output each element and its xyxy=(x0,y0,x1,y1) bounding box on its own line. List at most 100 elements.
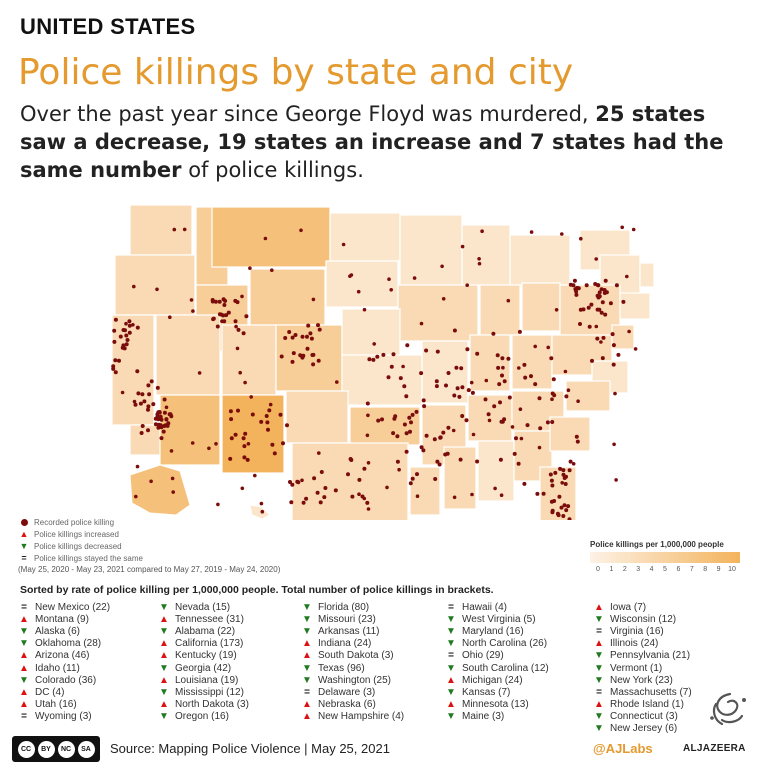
killing-dot xyxy=(164,417,169,422)
killing-dot xyxy=(124,321,128,326)
state-shape xyxy=(129,204,193,256)
killing-dot xyxy=(366,461,371,465)
triangle-up-icon: ▲ xyxy=(594,699,604,711)
state-entry: = Wyoming (3) xyxy=(18,711,110,723)
killing-dot xyxy=(572,278,577,283)
killing-dot xyxy=(167,412,172,417)
killing-dot xyxy=(593,282,598,286)
killing-dot xyxy=(552,393,557,398)
state-entry: ▼ South Carolina (12) xyxy=(445,662,549,674)
killing-dot xyxy=(153,422,158,427)
state-shape xyxy=(211,206,331,268)
scale-tick: 3 xyxy=(636,566,641,573)
state-shape xyxy=(285,390,349,444)
killing-dot xyxy=(560,481,564,485)
killing-dot xyxy=(595,293,600,298)
killing-dot xyxy=(614,478,618,482)
killing-dot xyxy=(161,429,166,434)
killing-dots xyxy=(111,225,638,520)
killing-dot xyxy=(146,383,151,388)
killing-dot xyxy=(228,456,233,461)
killing-dot xyxy=(600,300,605,305)
state-entry-label: Alabama (22) xyxy=(175,625,236,637)
killing-dot xyxy=(554,308,559,312)
triangle-down-icon: ▼ xyxy=(302,601,312,613)
killing-dot xyxy=(460,244,465,249)
killing-dot xyxy=(241,331,246,336)
killing-dot xyxy=(135,369,140,374)
killing-dot xyxy=(546,345,550,350)
killing-dot xyxy=(220,319,224,323)
scale-tick: 2 xyxy=(622,566,627,573)
killing-dot xyxy=(385,485,389,490)
killing-dot xyxy=(610,332,615,337)
killing-dot xyxy=(250,412,255,417)
killing-dot xyxy=(348,274,352,278)
killing-dot xyxy=(319,470,324,474)
killing-dot xyxy=(457,394,462,399)
triangle-up-icon: ▲ xyxy=(19,613,29,625)
killing-dot xyxy=(278,412,283,417)
killing-dot xyxy=(576,399,580,403)
state-entry-label: Oregon (16) xyxy=(175,711,229,723)
killing-dot xyxy=(146,404,151,409)
killing-dot xyxy=(386,375,391,380)
killing-dot xyxy=(571,462,576,466)
killing-dot xyxy=(112,328,117,333)
killing-dot xyxy=(454,365,459,370)
legend-same-row: = Police killings stayed the same xyxy=(18,552,280,564)
state-entry-label: South Carolina (12) xyxy=(462,662,549,674)
killing-dot xyxy=(566,504,571,509)
killing-dot xyxy=(574,289,579,294)
state-entry: ▼ West Virginia (5) xyxy=(445,613,549,625)
state-shape xyxy=(479,284,521,336)
twitter-handle[interactable]: @AJLabs xyxy=(593,741,653,756)
state-shape xyxy=(521,282,561,332)
killing-dot xyxy=(451,428,456,433)
state-shape xyxy=(443,446,477,510)
killing-dot xyxy=(561,468,566,473)
killing-dot xyxy=(197,371,202,375)
killing-dot xyxy=(568,459,573,464)
state-entry-label: New Hampshire (4) xyxy=(318,711,405,723)
state-shape xyxy=(329,212,401,262)
killing-dot xyxy=(398,376,403,381)
state-column: = Hawaii (4) ▼ West Virginia (5) ▼ Maryland (… xyxy=(445,601,549,723)
state-entry: = Hawaii (4) xyxy=(445,601,549,613)
triangle-up-icon: ▲ xyxy=(19,699,29,711)
killing-dot xyxy=(291,351,296,356)
killing-dot xyxy=(357,492,361,497)
state-shape xyxy=(511,334,553,390)
scale-tick: 10 xyxy=(728,566,736,573)
killing-dot xyxy=(267,408,272,413)
killing-dot xyxy=(497,382,502,387)
killing-dot xyxy=(533,382,538,387)
state-entry-label: Washington (25) xyxy=(318,674,391,686)
triangle-down-icon: ▼ xyxy=(594,613,604,625)
eyebrow-label: UNITED STATES xyxy=(20,14,196,39)
killing-dot xyxy=(578,307,583,312)
killing-dot xyxy=(127,330,132,335)
color-scale-ticks: 0 1 2 3 4 5 6 7 8 9 10 xyxy=(590,566,740,576)
killing-dot xyxy=(422,404,427,409)
killing-dot xyxy=(538,426,543,431)
killing-dot xyxy=(380,417,384,422)
killing-dot xyxy=(470,390,475,395)
state-shape xyxy=(565,380,611,412)
killing-dot xyxy=(289,500,294,505)
state-entry-label: Hawaii (4) xyxy=(462,601,508,613)
killing-dot xyxy=(545,420,550,425)
killing-dot xyxy=(563,482,568,486)
killing-dot xyxy=(553,470,558,475)
killing-dot xyxy=(124,333,129,338)
state-entry-label: Illinois (24) xyxy=(610,638,659,650)
killing-dot xyxy=(501,365,505,370)
equals-icon: = xyxy=(448,601,454,613)
killing-dot xyxy=(550,508,555,513)
killing-dot xyxy=(300,334,305,339)
killing-dot xyxy=(537,396,542,401)
killing-dot xyxy=(446,425,451,430)
color-scale-bar xyxy=(590,552,740,563)
killing-dot xyxy=(549,478,554,483)
killing-dot xyxy=(241,436,246,441)
